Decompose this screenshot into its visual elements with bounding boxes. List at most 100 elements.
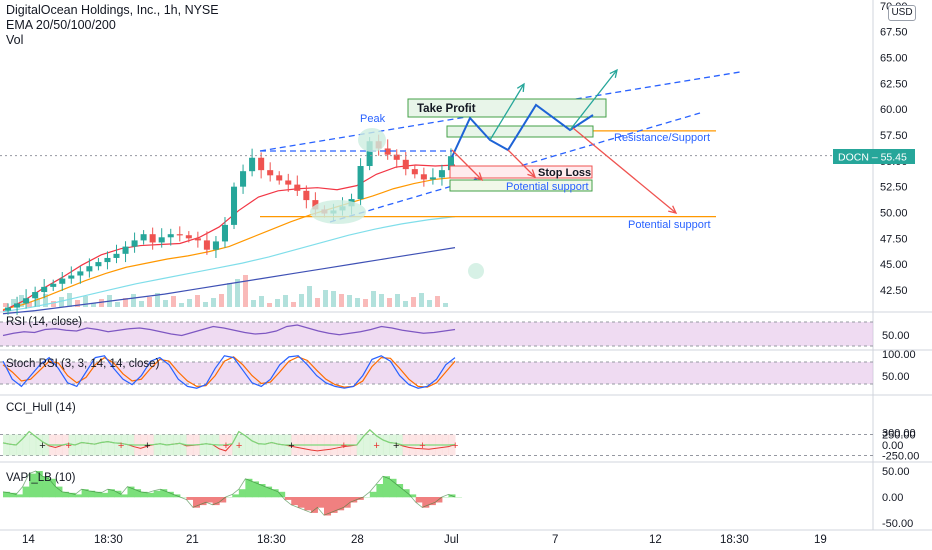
- candle-body: [411, 169, 418, 175]
- volume-bar: [179, 303, 184, 307]
- stoch-tick-label: 100.00: [882, 349, 916, 361]
- candle-body: [221, 224, 228, 242]
- volume-bar: [187, 299, 192, 307]
- ema-legend: EMA 20/50/100/200: [6, 18, 116, 32]
- target-arrow-1-head: [516, 82, 525, 93]
- time-tick-label: 12: [649, 534, 662, 546]
- vapi-bar: [101, 492, 109, 498]
- volume-bar: [67, 293, 72, 307]
- cci-cross-marker: +: [236, 440, 242, 452]
- candle-body: [86, 266, 93, 272]
- candle-body: [113, 253, 120, 258]
- vapi-bar: [369, 491, 377, 498]
- volume-bar: [403, 301, 408, 307]
- vapi-bar: [94, 491, 102, 498]
- cci-shade: [81, 434, 89, 456]
- volume-bar: [323, 290, 328, 307]
- volume-bar: [171, 296, 176, 307]
- volume-legend: Vol: [6, 33, 24, 47]
- candle-body: [429, 177, 436, 180]
- candle-body: [366, 141, 373, 167]
- volume-bar: [3, 303, 8, 307]
- volume-bar: [195, 295, 200, 307]
- candle-body: [149, 234, 156, 243]
- vapi-bar: [186, 497, 194, 500]
- cci-shade: [199, 434, 207, 456]
- volume-bar: [291, 302, 296, 307]
- price-tick-label: 50.00: [880, 208, 908, 220]
- time-tick-label: 18:30: [94, 534, 123, 546]
- vapi-bar: [317, 497, 325, 508]
- volume-bar: [315, 298, 320, 307]
- cci-shade: [120, 434, 128, 456]
- volume-bar: [267, 303, 272, 307]
- candle-body: [158, 237, 165, 243]
- cci-shade: [356, 434, 364, 456]
- vapi-bar: [291, 497, 299, 506]
- candle-body: [23, 298, 30, 304]
- cci-cross-marker: +: [419, 440, 425, 452]
- breakdown-arrow-head: [668, 205, 678, 214]
- candle-body: [104, 257, 111, 263]
- candle-body: [258, 157, 265, 171]
- cci-tick-label: 0.00: [882, 440, 903, 452]
- vapi-bar: [402, 489, 410, 498]
- candle-body: [438, 170, 445, 178]
- vapi-bar: [107, 489, 115, 498]
- volume-bar: [363, 299, 368, 307]
- candle-body: [41, 286, 48, 293]
- cci-cross-marker: +: [39, 440, 45, 452]
- time-tick-label: 28: [351, 534, 364, 546]
- candle-body: [240, 171, 247, 187]
- cci-shade: [258, 434, 266, 456]
- vapi-bar: [42, 476, 50, 498]
- target-arrow-2-head: [609, 68, 618, 78]
- ema200-line: [2, 247, 456, 315]
- vapi-bar: [61, 491, 70, 498]
- candle-body: [5, 307, 12, 311]
- take-profit-label: Take Profit: [417, 103, 476, 115]
- volume-bar: [83, 296, 88, 307]
- vapi-bar: [396, 484, 404, 498]
- volume-bar: [123, 298, 128, 307]
- volume-bar: [235, 279, 240, 307]
- vapi-bar: [206, 497, 214, 503]
- price-badge-text: DOCN – 55.45: [838, 152, 907, 164]
- candle-body: [122, 246, 129, 254]
- candle-body: [59, 278, 66, 284]
- vapi-bar: [284, 497, 292, 500]
- vapi-bar: [160, 489, 168, 498]
- volume-bar: [411, 297, 416, 307]
- vapi-bar: [323, 497, 332, 516]
- volume-bar: [163, 300, 168, 307]
- potential-support-label-2: Potential support: [628, 219, 711, 231]
- vapi-bar: [134, 489, 142, 498]
- take-profit-box: [407, 98, 607, 118]
- support-highlight: [310, 200, 366, 224]
- cci-tick-label: -250.00: [882, 451, 919, 463]
- currency-button[interactable]: USD: [888, 5, 916, 21]
- cci-shade: [42, 434, 50, 456]
- vapi-bar: [120, 494, 128, 498]
- volume-bar: [299, 294, 304, 307]
- rsi-band: [0, 322, 873, 346]
- volume-bar: [75, 300, 80, 307]
- candle-body: [167, 234, 174, 238]
- cci-shade: [114, 434, 122, 456]
- ema50-line: [2, 176, 456, 311]
- candle-body: [95, 262, 102, 267]
- vapi-bar: [75, 494, 83, 498]
- vapi-bar: [238, 489, 246, 498]
- vapi-bar: [147, 492, 155, 498]
- vapi-bar: [258, 484, 266, 498]
- volume-bar: [219, 294, 224, 307]
- price-tick-label: 65.00: [880, 53, 908, 65]
- vapi-bar: [409, 494, 417, 498]
- candle-body: [402, 159, 409, 170]
- rsi-tick-label: 50.00: [882, 330, 910, 342]
- vapi-bar: [337, 497, 345, 511]
- cci-cross-marker: +: [452, 440, 458, 452]
- volume-bar: [147, 297, 152, 307]
- vapi-bar: [199, 497, 207, 506]
